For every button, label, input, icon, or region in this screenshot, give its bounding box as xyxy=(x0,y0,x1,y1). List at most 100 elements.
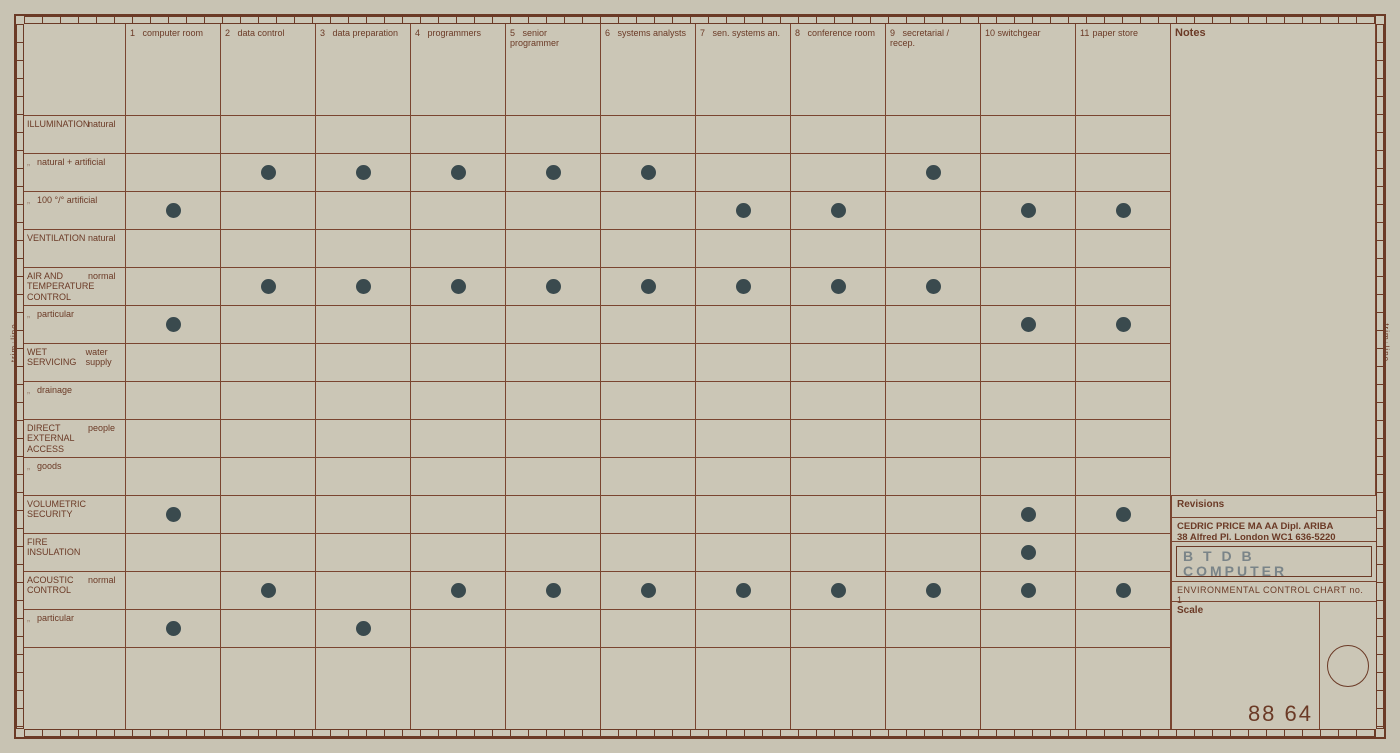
col-head-6: 6 systems analysts xyxy=(601,24,696,116)
cell-r11-c6 xyxy=(601,496,696,534)
cell-r1-c8 xyxy=(791,116,886,154)
row-head-9: DIRECT EXTERNAL ACCESSpeople xyxy=(24,420,126,458)
cell-r7-c3 xyxy=(316,344,411,382)
cell-r10-c3 xyxy=(316,458,411,496)
cell-r7-c7 xyxy=(696,344,791,382)
cell-r13-c11 xyxy=(1076,572,1171,610)
row-head-12: FIRE INSULATION xyxy=(24,534,126,572)
cell-r4-c10 xyxy=(981,230,1076,268)
cell-r7-c9 xyxy=(886,344,981,382)
filler-cell xyxy=(24,648,126,729)
cell-r11-c9 xyxy=(886,496,981,534)
revisions-label: Revisions xyxy=(1172,496,1376,518)
row-head-8: „drainage xyxy=(24,382,126,420)
dot-marker xyxy=(451,583,466,598)
trim-label-left: trim↓line xyxy=(10,323,19,362)
dot-marker xyxy=(1021,583,1036,598)
dot-marker xyxy=(546,165,561,180)
cell-r4-c3 xyxy=(316,230,411,268)
cell-r5-c1 xyxy=(126,268,221,306)
cell-r10-c2 xyxy=(221,458,316,496)
cell-r10-c10 xyxy=(981,458,1076,496)
cell-r5-c6 xyxy=(601,268,696,306)
dot-marker xyxy=(1116,507,1131,522)
cell-r8-c11 xyxy=(1076,382,1171,420)
cell-r11-c8 xyxy=(791,496,886,534)
cell-r3-c6 xyxy=(601,192,696,230)
dot-marker xyxy=(546,583,561,598)
cell-r6-c1 xyxy=(126,306,221,344)
filler-cell xyxy=(791,648,886,729)
cell-r9-c9 xyxy=(886,420,981,458)
cell-r2-c10 xyxy=(981,154,1076,192)
dot-marker xyxy=(166,621,181,636)
row-head-7: WET SERVICINGwater supply xyxy=(24,344,126,382)
dot-marker xyxy=(831,583,846,598)
cell-r4-c5 xyxy=(506,230,601,268)
cell-r8-c7 xyxy=(696,382,791,420)
tick-strip-left xyxy=(16,24,24,729)
cell-r14-c5 xyxy=(506,610,601,648)
filler-cell xyxy=(221,648,316,729)
cell-r8-c8 xyxy=(791,382,886,420)
filler-cell xyxy=(316,648,411,729)
cell-r4-c4 xyxy=(411,230,506,268)
dot-marker xyxy=(926,583,941,598)
col-head-11: 11 paper store xyxy=(1076,24,1171,116)
cell-r14-c11 xyxy=(1076,610,1171,648)
cell-r11-c2 xyxy=(221,496,316,534)
cell-r14-c4 xyxy=(411,610,506,648)
cell-r10-c7 xyxy=(696,458,791,496)
cell-r13-c6 xyxy=(601,572,696,610)
dot-marker xyxy=(261,165,276,180)
row-head-6: „particular xyxy=(24,306,126,344)
cell-r4-c1 xyxy=(126,230,221,268)
dot-marker xyxy=(736,279,751,294)
cell-r1-c10 xyxy=(981,116,1076,154)
cell-r10-c8 xyxy=(791,458,886,496)
cell-r14-c1 xyxy=(126,610,221,648)
title-block: RevisionsCEDRIC PRICE MA AA Dipl. ARIBA3… xyxy=(1171,496,1376,729)
cell-r7-c1 xyxy=(126,344,221,382)
col-head-2: 2 data control xyxy=(221,24,316,116)
trim-label-right: trim↓line xyxy=(1382,323,1391,362)
dot-marker xyxy=(166,317,181,332)
dot-marker xyxy=(831,279,846,294)
cell-r1-c2 xyxy=(221,116,316,154)
cell-r9-c7 xyxy=(696,420,791,458)
cell-r6-c10 xyxy=(981,306,1076,344)
cell-r5-c7 xyxy=(696,268,791,306)
cell-r6-c9 xyxy=(886,306,981,344)
cell-r12-c10 xyxy=(981,534,1076,572)
filler-cell xyxy=(506,648,601,729)
cell-r3-c4 xyxy=(411,192,506,230)
cell-r1-c7 xyxy=(696,116,791,154)
cell-r9-c8 xyxy=(791,420,886,458)
cell-r12-c1 xyxy=(126,534,221,572)
cell-r3-c11 xyxy=(1076,192,1171,230)
chart-grid: 1 computer room2 data control3 data prep… xyxy=(24,24,1376,729)
col-head-5: 5 senior programmer xyxy=(506,24,601,116)
cell-r1-c3 xyxy=(316,116,411,154)
cell-r9-c1 xyxy=(126,420,221,458)
cell-r4-c6 xyxy=(601,230,696,268)
col-head-8: 8 conference room xyxy=(791,24,886,116)
filler-cell xyxy=(126,648,221,729)
cell-r3-c2 xyxy=(221,192,316,230)
cell-r2-c9 xyxy=(886,154,981,192)
dot-marker xyxy=(356,621,371,636)
cell-r8-c1 xyxy=(126,382,221,420)
cell-r7-c10 xyxy=(981,344,1076,382)
cell-r12-c9 xyxy=(886,534,981,572)
cell-r11-c10 xyxy=(981,496,1076,534)
cell-r9-c6 xyxy=(601,420,696,458)
cell-r2-c8 xyxy=(791,154,886,192)
cell-r14-c9 xyxy=(886,610,981,648)
cell-r13-c10 xyxy=(981,572,1076,610)
cell-r7-c4 xyxy=(411,344,506,382)
tick-strip-bottom xyxy=(24,729,1376,737)
cell-r13-c7 xyxy=(696,572,791,610)
cell-r12-c5 xyxy=(506,534,601,572)
tick-strip-right xyxy=(1376,24,1384,729)
cell-r13-c9 xyxy=(886,572,981,610)
